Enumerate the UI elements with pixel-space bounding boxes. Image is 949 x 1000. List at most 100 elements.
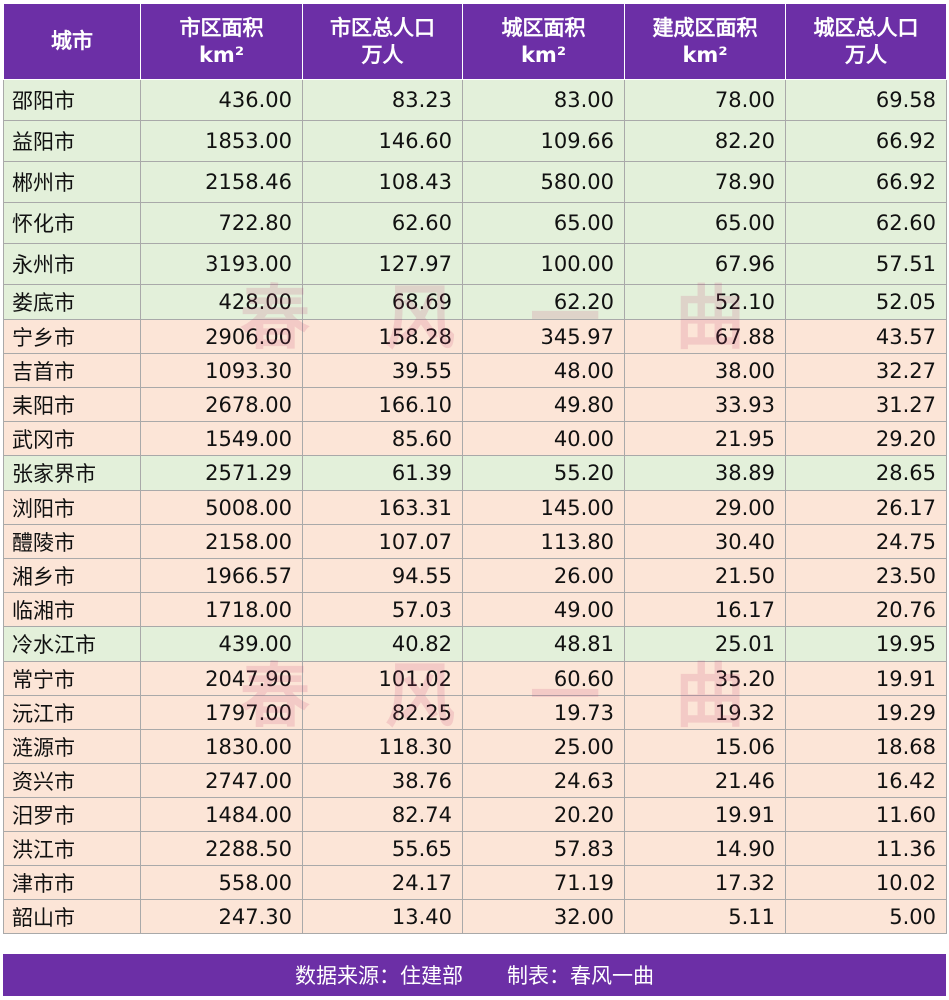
cell-urban-district-population: 85.60	[302, 421, 463, 456]
cell-urban-district-area: 2678.00	[140, 387, 303, 422]
cell-built-up-area: 17.32	[624, 865, 786, 900]
cell-city-area: 145.00	[462, 490, 625, 525]
table-row: 津市市 558.00 24.17 71.19 17.32 10.02	[3, 865, 947, 900]
cell-city-area: 26.00	[462, 558, 625, 593]
table-row: 邵阳市 436.00 83.23 83.00 78.00 69.58	[3, 79, 947, 121]
table-row: 湘乡市 1966.57 94.55 26.00 21.50 23.50	[3, 558, 947, 593]
cell-city: 沅江市	[3, 695, 141, 730]
cell-urban-district-population: 55.65	[302, 831, 463, 866]
cell-city: 永州市	[3, 243, 141, 285]
cell-urban-district-area: 1797.00	[140, 695, 303, 730]
cell-urban-district-area: 1718.00	[140, 592, 303, 627]
cell-city: 张家界市	[3, 455, 141, 491]
cell-urban-district-area: 1853.00	[140, 120, 303, 162]
cell-city: 怀化市	[3, 202, 141, 244]
cell-urban-district-population: 61.39	[302, 455, 463, 491]
cell-city-population: 20.76	[785, 592, 947, 627]
table-row: 永州市 3193.00 127.97 100.00 67.96 57.51	[3, 243, 947, 285]
cell-urban-district-population: 158.28	[302, 319, 463, 354]
city-stats-table: 城市 市区面积 km² 市区总人口 万人 城区面积 km² 建成区面积 km² 城区总人…	[3, 3, 947, 934]
cell-city: 临湘市	[3, 592, 141, 627]
cell-urban-district-area: 436.00	[140, 79, 303, 121]
cell-urban-district-population: 118.30	[302, 729, 463, 764]
table-row: 临湘市 1718.00 57.03 49.00 16.17 20.76	[3, 592, 947, 627]
header-city-population: 城区总人口 万人	[785, 3, 947, 80]
cell-city: 涟源市	[3, 729, 141, 764]
cell-city-population: 18.68	[785, 729, 947, 764]
cell-built-up-area: 21.95	[624, 421, 786, 456]
cell-urban-district-population: 146.60	[302, 120, 463, 162]
table-row: 怀化市 722.80 62.60 65.00 65.00 62.60	[3, 202, 947, 244]
cell-built-up-area: 82.20	[624, 120, 786, 162]
cell-urban-district-population: 83.23	[302, 79, 463, 121]
cell-urban-district-area: 2288.50	[140, 831, 303, 866]
cell-city-population: 24.75	[785, 524, 947, 559]
cell-built-up-area: 19.32	[624, 695, 786, 730]
cell-city-area: 24.63	[462, 763, 625, 798]
cell-city-population: 43.57	[785, 319, 947, 354]
cell-built-up-area: 30.40	[624, 524, 786, 559]
cell-built-up-area: 52.10	[624, 284, 786, 320]
table-row: 冷水江市 439.00 40.82 48.81 25.01 19.95	[3, 626, 947, 662]
cell-built-up-area: 14.90	[624, 831, 786, 866]
cell-city-population: 23.50	[785, 558, 947, 593]
cell-city-population: 16.42	[785, 763, 947, 798]
cell-city: 韶山市	[3, 899, 141, 934]
table-row: 涟源市 1830.00 118.30 25.00 15.06 18.68	[3, 729, 947, 764]
cell-city: 资兴市	[3, 763, 141, 798]
cell-city: 冷水江市	[3, 626, 141, 662]
cell-city-population: 28.65	[785, 455, 947, 491]
cell-city-population: 52.05	[785, 284, 947, 320]
cell-urban-district-area: 2158.46	[140, 161, 303, 203]
table-row: 益阳市 1853.00 146.60 109.66 82.20 66.92	[3, 120, 947, 162]
cell-city-population: 19.29	[785, 695, 947, 730]
cell-urban-district-area: 1966.57	[140, 558, 303, 593]
table-row: 醴陵市 2158.00 107.07 113.80 30.40 24.75	[3, 524, 947, 559]
table-row: 韶山市 247.30 13.40 32.00 5.11 5.00	[3, 899, 947, 934]
cell-built-up-area: 78.00	[624, 79, 786, 121]
cell-city-area: 48.81	[462, 626, 625, 662]
cell-city-area: 32.00	[462, 899, 625, 934]
cell-city-area: 65.00	[462, 202, 625, 244]
cell-city: 常宁市	[3, 661, 141, 696]
cell-urban-district-area: 5008.00	[140, 490, 303, 525]
cell-city: 娄底市	[3, 284, 141, 320]
table-row: 沅江市 1797.00 82.25 19.73 19.32 19.29	[3, 695, 947, 730]
cell-built-up-area: 5.11	[624, 899, 786, 934]
cell-city-area: 49.80	[462, 387, 625, 422]
cell-city-population: 62.60	[785, 202, 947, 244]
table-row: 宁乡市 2906.00 158.28 345.97 67.88 43.57	[3, 319, 947, 354]
cell-city-population: 29.20	[785, 421, 947, 456]
cell-urban-district-area: 3193.00	[140, 243, 303, 285]
cell-city-area: 57.83	[462, 831, 625, 866]
cell-city-population: 5.00	[785, 899, 947, 934]
cell-urban-district-population: 57.03	[302, 592, 463, 627]
cell-urban-district-area: 2747.00	[140, 763, 303, 798]
cell-city: 宁乡市	[3, 319, 141, 354]
cell-city-area: 71.19	[462, 865, 625, 900]
cell-urban-district-area: 2571.29	[140, 455, 303, 491]
cell-city-population: 32.27	[785, 353, 947, 388]
cell-city-population: 19.95	[785, 626, 947, 662]
cell-built-up-area: 33.93	[624, 387, 786, 422]
cell-urban-district-area: 1830.00	[140, 729, 303, 764]
table-row: 浏阳市 5008.00 163.31 145.00 29.00 26.17	[3, 490, 947, 525]
table-header-row: 城市 市区面积 km² 市区总人口 万人 城区面积 km² 建成区面积 km² 城区总人…	[3, 3, 947, 80]
table-row: 娄底市 428.00 68.69 62.20 52.10 52.05	[3, 284, 947, 320]
cell-city-area: 40.00	[462, 421, 625, 456]
cell-built-up-area: 38.00	[624, 353, 786, 388]
cell-urban-district-population: 94.55	[302, 558, 463, 593]
table-row: 常宁市 2047.90 101.02 60.60 35.20 19.91	[3, 661, 947, 696]
cell-city-population: 11.36	[785, 831, 947, 866]
table-row: 武冈市 1549.00 85.60 40.00 21.95 29.20	[3, 421, 947, 456]
author-note: 制表：春风一曲	[507, 964, 654, 988]
cell-city-area: 48.00	[462, 353, 625, 388]
cell-built-up-area: 65.00	[624, 202, 786, 244]
cell-city-area: 83.00	[462, 79, 625, 121]
cell-city: 湘乡市	[3, 558, 141, 593]
cell-urban-district-population: 163.31	[302, 490, 463, 525]
cell-built-up-area: 67.88	[624, 319, 786, 354]
cell-urban-district-population: 108.43	[302, 161, 463, 203]
cell-city: 吉首市	[3, 353, 141, 388]
